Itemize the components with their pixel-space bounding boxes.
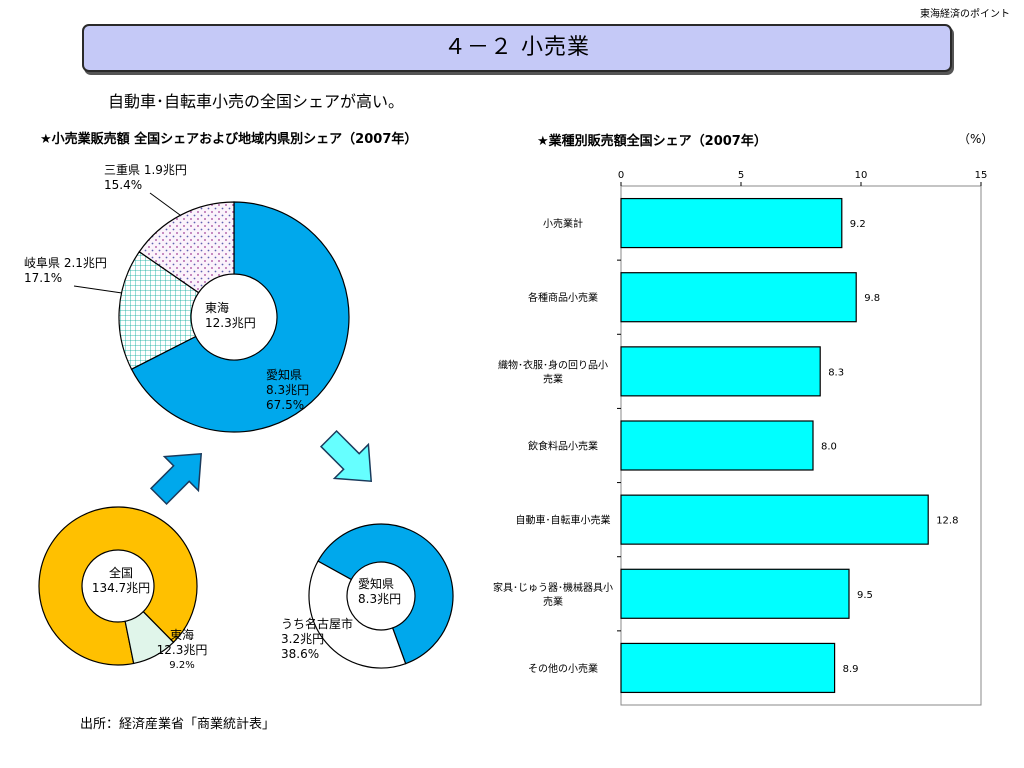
bar-value-label: 9.5 xyxy=(857,590,873,601)
bar xyxy=(620,346,821,397)
bar-value-label: 8.0 xyxy=(821,442,837,453)
bar xyxy=(620,197,843,249)
tokai-slice xyxy=(124,610,175,665)
category-label: 家具･じゅう器･機械器具小売業 xyxy=(493,581,613,608)
bar-value-label: 9.2 xyxy=(850,219,866,230)
mie-slice xyxy=(138,201,235,294)
category-label: 各種商品小売業 xyxy=(528,291,598,304)
down-arrow-icon xyxy=(319,429,373,483)
title-banner xyxy=(82,24,952,72)
industry-share-bar-chart: 0 5 10 15 9.2 小売業計 9.8 各種商品小売業 8.3 織物･衣服･身の回り品小売業… xyxy=(493,170,988,706)
national-donut xyxy=(38,506,198,666)
bar-value-label: 8.3 xyxy=(828,367,844,378)
category-label: 飲食料品小売業 xyxy=(528,440,598,453)
unit-label: （%） xyxy=(958,132,994,146)
aichi-center-label: 愛知県 8.3兆円 xyxy=(358,577,402,606)
x-tick-label: 10 xyxy=(855,170,868,181)
page-title: ４－２ 小売業 xyxy=(444,35,590,60)
category-label: その他の小売業 xyxy=(528,662,598,675)
aichi-rest-slice xyxy=(317,523,454,665)
aichi-donut xyxy=(308,523,454,669)
corner-label: 東海経済のポイント xyxy=(920,9,1010,20)
tokai-center-label: 東海 12.3兆円 xyxy=(205,301,256,330)
nagoya-slice xyxy=(308,560,407,669)
aichi-slice xyxy=(130,201,350,433)
x-tick-label: 0 xyxy=(618,170,624,181)
left-chart-heading: ★小売業販売額 全国シェアおよび地域内県別シェア（2007年） xyxy=(40,132,418,147)
category-label: 自動車･自転車小売業 xyxy=(516,514,611,527)
gifu-label: 岐阜県 2.1兆円 17.1% xyxy=(24,256,107,285)
bar-value-label: 12.8 xyxy=(936,516,958,527)
tokai-share-label: 東海 12.3兆円 9.2% xyxy=(156,628,208,671)
x-tick-label: 15 xyxy=(975,170,988,181)
category-label: 小売業計 xyxy=(543,217,583,230)
bar xyxy=(620,420,814,471)
aichi-label: 愛知県 8.3兆円 67.5% xyxy=(266,368,310,412)
source-note: 出所：経済産業省「商業統計表」 xyxy=(80,717,276,732)
bar xyxy=(620,568,850,619)
tokai-donut xyxy=(118,201,350,433)
bar xyxy=(620,494,929,545)
bar-value-label: 8.9 xyxy=(843,664,859,675)
national-center-label: 全国 134.7兆円 xyxy=(91,566,151,595)
gifu-slice xyxy=(118,250,200,371)
bar-value-label: 9.8 xyxy=(864,293,880,304)
mie-leader-line xyxy=(149,192,181,216)
category-label: 織物･衣服･身の回り品小売業 xyxy=(498,358,608,385)
gifu-leader-line xyxy=(73,285,123,294)
mie-label: 三重県 1.9兆円 15.4% xyxy=(104,163,187,192)
page-subtitle: 自動車･自転車小売の全国シェアが高い。 xyxy=(108,92,405,111)
right-chart-heading: ★業種別販売額全国シェア（2007年） xyxy=(537,134,767,149)
x-tick-label: 5 xyxy=(738,170,744,181)
bar xyxy=(620,272,857,323)
nagoya-label: うち名古屋市 3.2兆円 38.6% xyxy=(281,617,354,661)
up-arrow-icon xyxy=(149,452,203,506)
bar xyxy=(620,642,836,694)
